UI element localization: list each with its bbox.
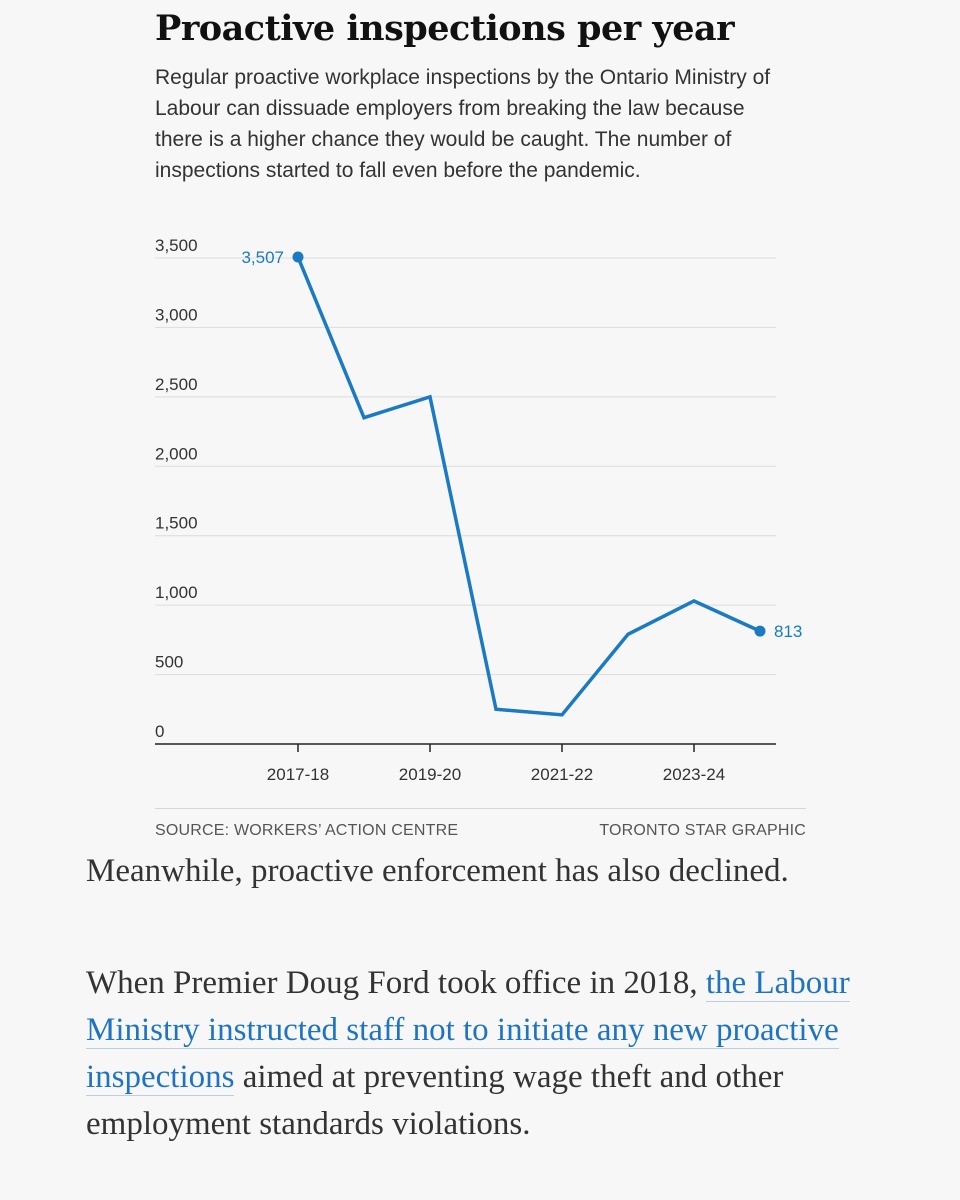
series-line <box>296 255 762 717</box>
x-tick-label: 2019-20 <box>399 765 461 784</box>
y-tick-label: 2,000 <box>155 444 198 463</box>
article-link[interactable]: the Labour Ministry instructed staff not… <box>86 965 850 1096</box>
source-note: SOURCE: WORKERS’ ACTION CENTRE <box>155 822 459 839</box>
y-tick-label: 1,000 <box>155 583 198 602</box>
paragraph-text-before: When Premier Doug Ford took office in 20… <box>86 965 706 1001</box>
y-tick-label: 3,000 <box>155 305 198 324</box>
data-label: 3,507 <box>241 248 284 267</box>
x-tick-label: 2021-22 <box>531 765 593 784</box>
data-point <box>292 251 304 263</box>
y-tick-label: 1,500 <box>155 514 198 533</box>
line-chart: 0 500 1,000 1,500 2,000 2,500 3,000 3,500 2017-1… <box>155 236 802 784</box>
data-point <box>754 625 766 637</box>
chart-subtitle: Regular proactive workplace inspections … <box>155 66 771 182</box>
paragraph-text-after: aimed at preventing wage theft and other… <box>86 1059 784 1142</box>
article-paragraph-2: When Premier Doug Ford took office in 20… <box>86 960 886 1148</box>
chart-title: Proactive inspections per year <box>155 8 735 49</box>
y-tick-label: 3,500 <box>155 236 198 255</box>
article-paragraph-1: Meanwhile, proactive enforcement has als… <box>86 853 789 889</box>
graphic-credit: TORONTO STAR GRAPHIC <box>599 822 806 839</box>
x-tick-label: 2017-18 <box>267 765 329 784</box>
y-tick-label: 2,500 <box>155 375 198 394</box>
data-label: 813 <box>774 622 802 641</box>
y-tick-label: 0 <box>155 722 164 741</box>
x-tick-label: 2023-24 <box>663 765 725 784</box>
y-tick-label: 500 <box>155 653 183 672</box>
footer-divider <box>155 808 806 809</box>
